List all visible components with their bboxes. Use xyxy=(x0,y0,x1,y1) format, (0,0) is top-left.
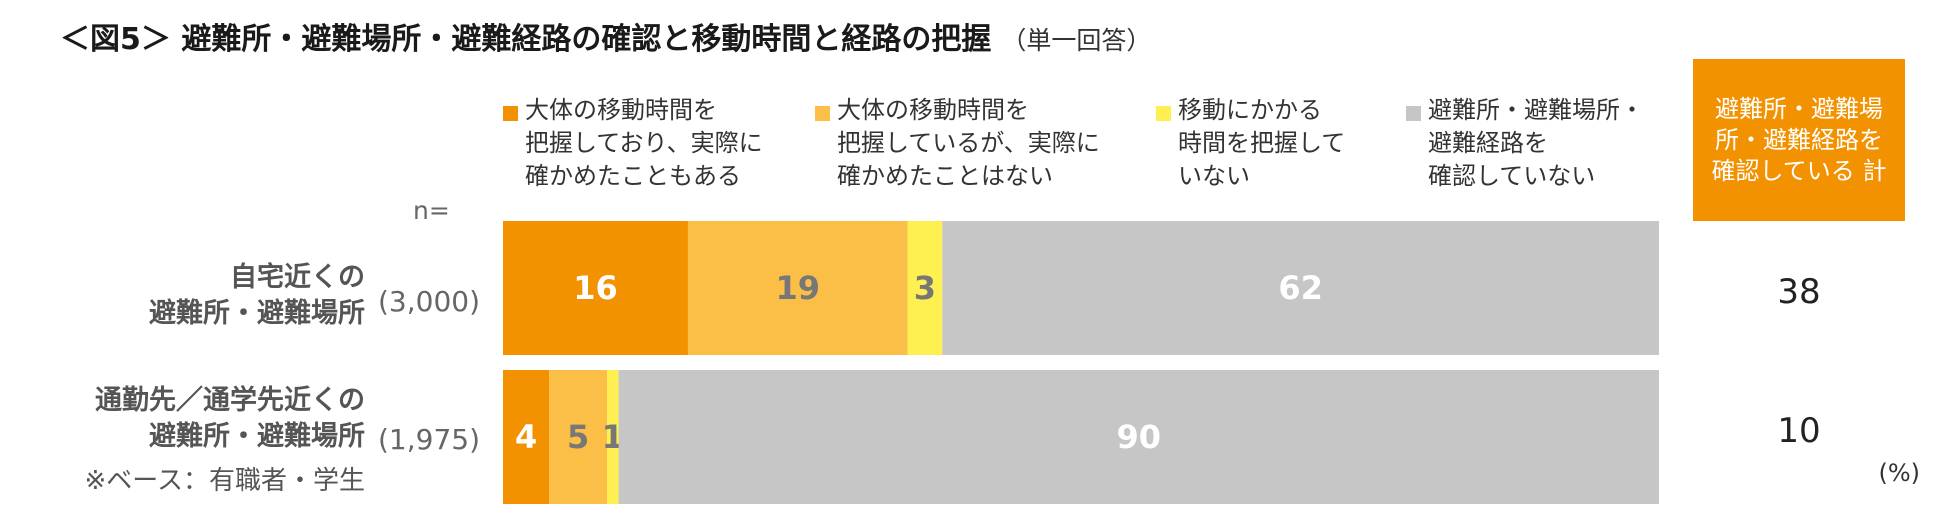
n-label: n= xyxy=(413,196,450,225)
legend-swatch-3 xyxy=(1156,106,1171,121)
row-n-home: (3,000) xyxy=(378,285,481,318)
bar-segment-home-3 xyxy=(907,221,943,355)
bar-value-label-commute-4: 90 xyxy=(1117,418,1162,456)
bar-segment-commute-2 xyxy=(549,370,608,504)
row-label-home: 自宅近くの 避難所・避難場所 xyxy=(149,262,365,329)
bar-segment-home-2 xyxy=(687,221,908,355)
row-label-commute: 通勤先／通学先近くの 避難所・避難場所 xyxy=(95,385,365,452)
total-column-header: 避難所・避難場 所・避難経路を 確認している 計 xyxy=(1693,59,1905,221)
title-text: ＜図5＞ 避難所・避難場所・避難経路の確認と移動時間と経路の把握 xyxy=(60,22,992,57)
bar-value-label-commute-1: 4 xyxy=(515,418,537,456)
total-value-commute: 10 xyxy=(1777,411,1821,451)
base-note: ※ベース：有職者・学生 xyxy=(84,466,366,496)
legend-swatch-1 xyxy=(503,106,518,121)
bar-value-label-commute-2: 5 xyxy=(567,418,589,456)
legend-label-2: 大体の移動時間を 把握しているが、実際に 確かめたことはない xyxy=(837,96,1100,190)
bar-value-label-home-1: 16 xyxy=(573,269,618,307)
bar-segment-commute-3 xyxy=(607,370,619,504)
bar-value-label-home-2: 19 xyxy=(776,269,821,307)
bar-segment-commute-4 xyxy=(618,370,1659,504)
legend-swatch-4 xyxy=(1406,106,1421,121)
legend-label-3: 移動にかかる 時間を把握して いない xyxy=(1178,96,1346,190)
legend-label-4: 避難所・避難場所・ 避難経路を 確認していない xyxy=(1428,96,1644,190)
bar-segment-commute-1 xyxy=(503,370,550,504)
chart-title: ＜図5＞ 避難所・避難場所・避難経路の確認と移動時間と経路の把握 （単一回答） xyxy=(60,14,1151,58)
bar-segment-home-1 xyxy=(503,221,688,355)
row-n-commute: (1,975) xyxy=(378,423,481,456)
unit-label: (%) xyxy=(1878,459,1920,487)
legend-label-1: 大体の移動時間を 把握しており、実際に 確かめたこともある xyxy=(525,96,763,190)
legend-swatch-2 xyxy=(815,106,830,121)
title-note: （単一回答） xyxy=(1001,26,1152,55)
bar-segment-home-4 xyxy=(942,221,1659,355)
bar-value-label-commute-3: 1 xyxy=(602,418,624,456)
total-value-home: 38 xyxy=(1777,272,1821,312)
bar-value-label-home-4: 62 xyxy=(1278,269,1323,307)
bar-value-label-home-3: 3 xyxy=(914,269,936,307)
